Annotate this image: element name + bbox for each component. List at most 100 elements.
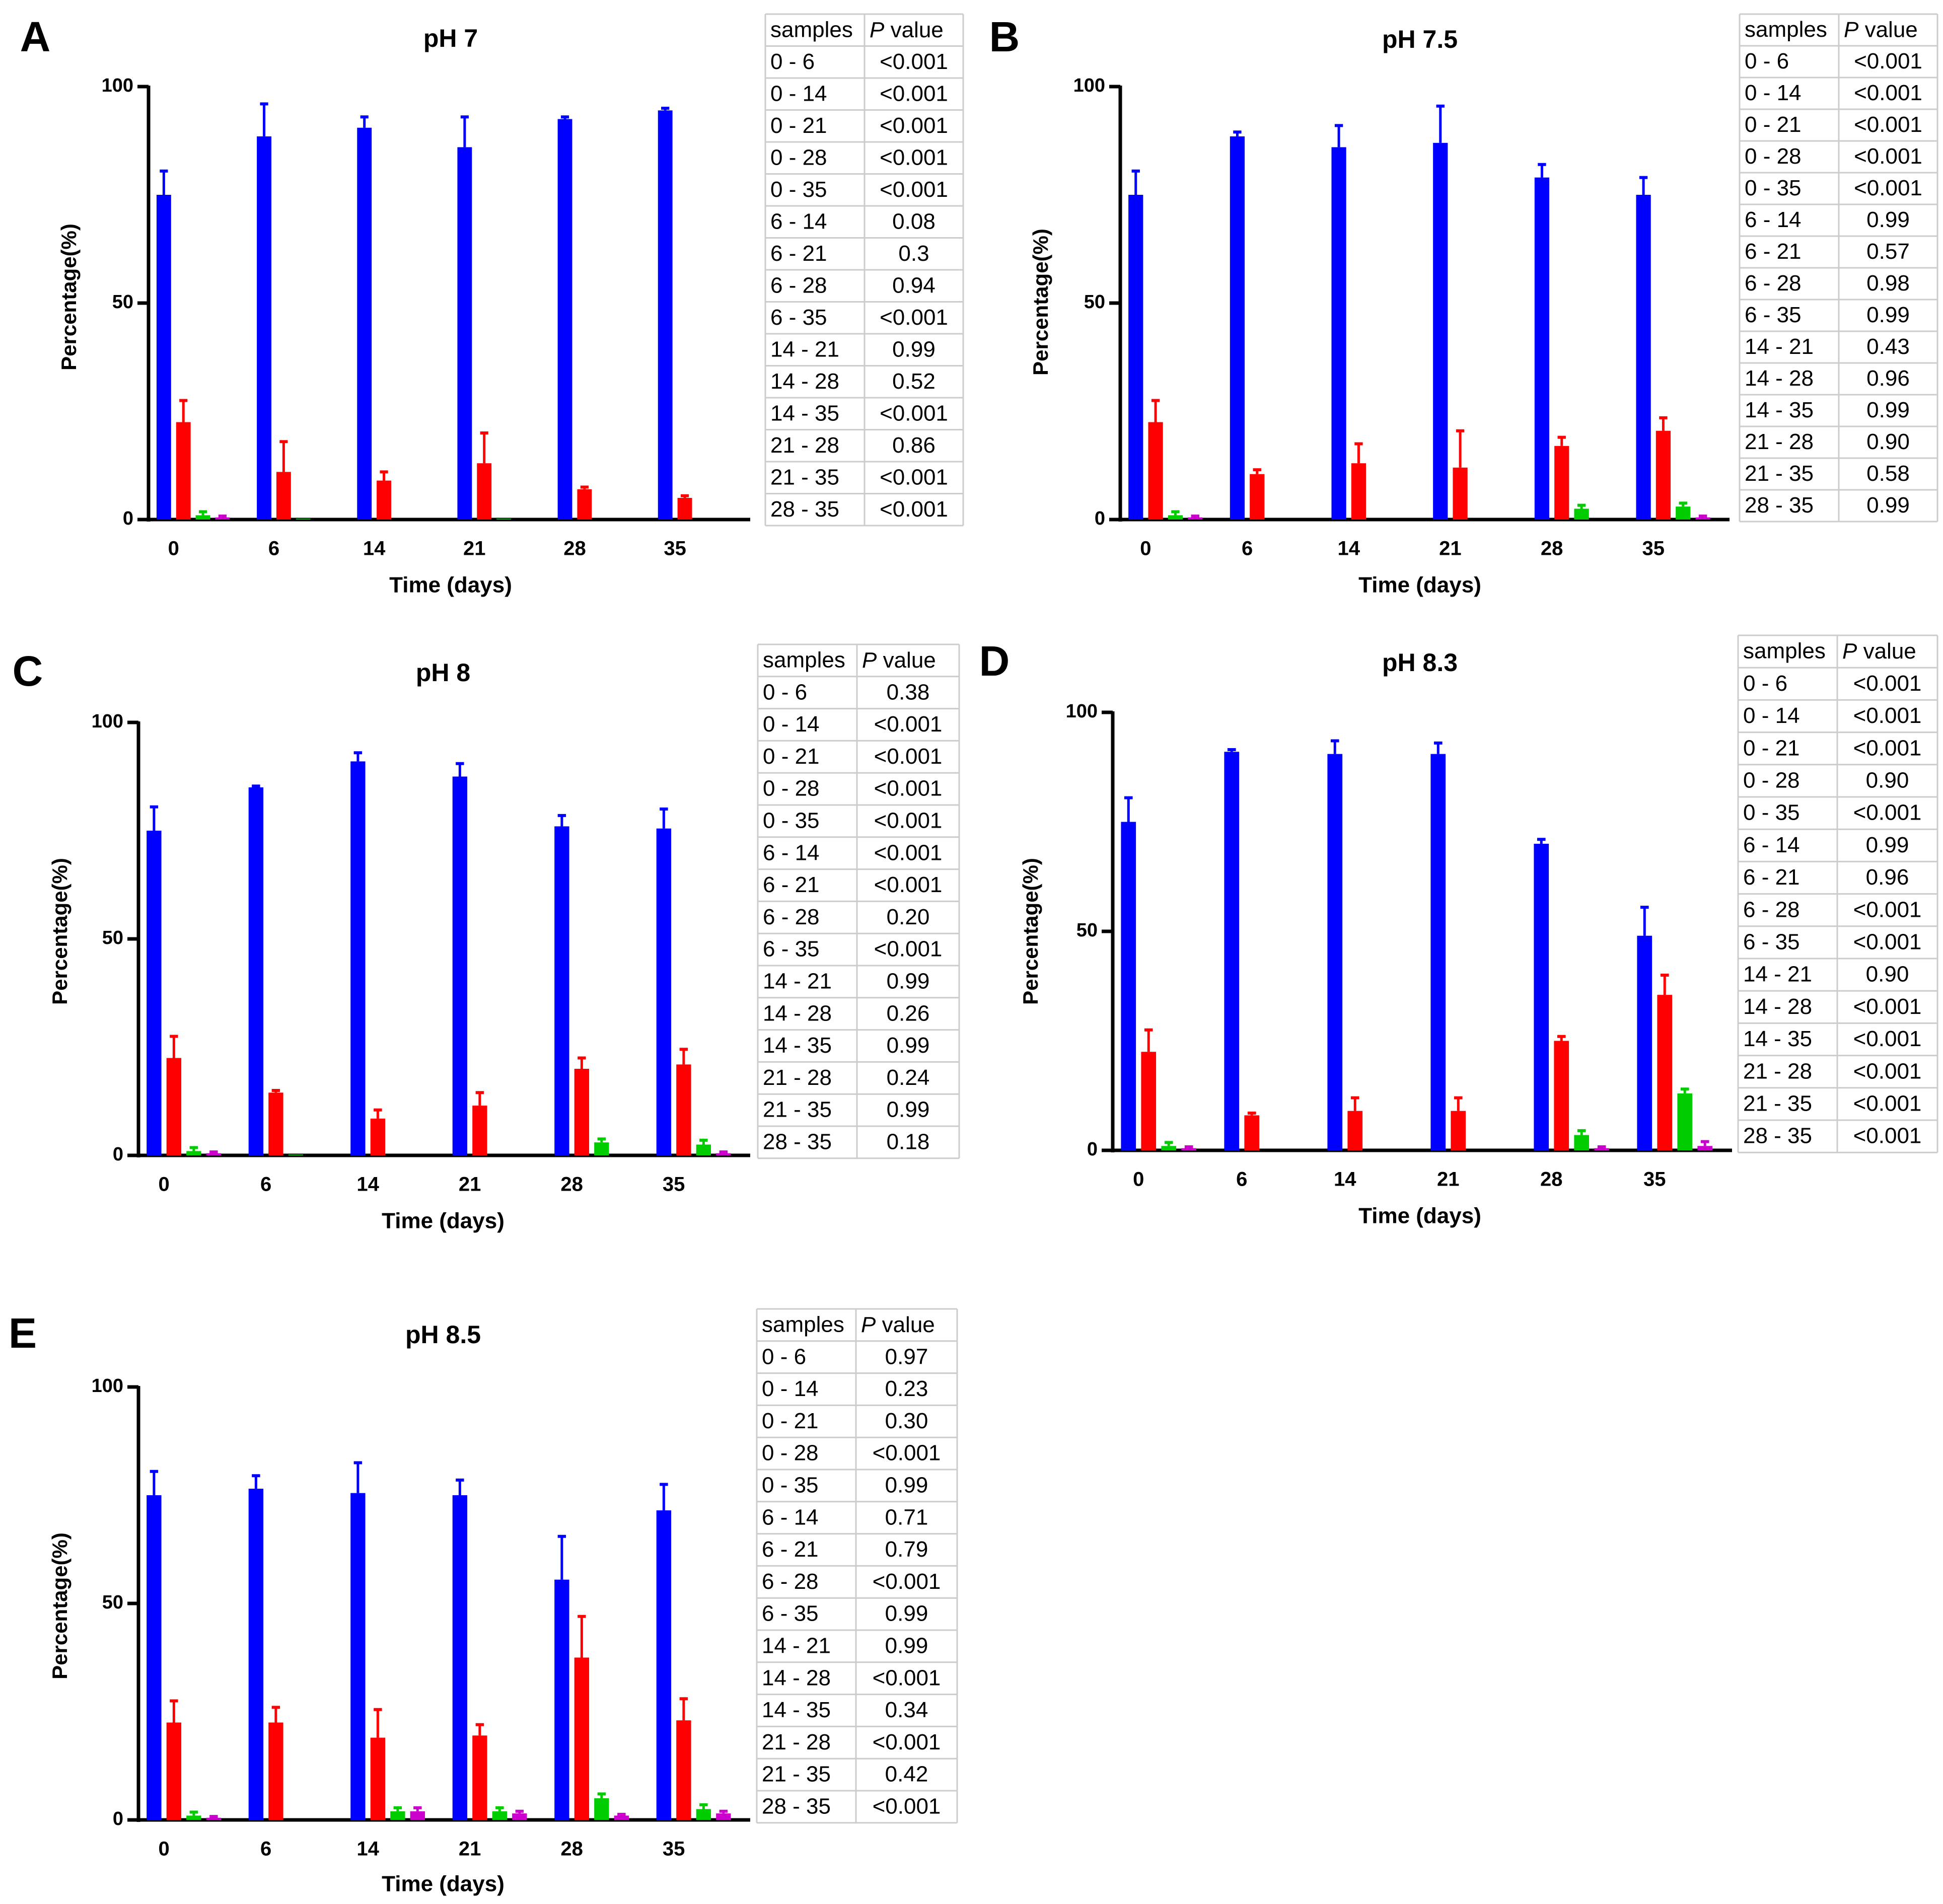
table-header-samples: samples bbox=[1745, 17, 1827, 42]
table-cell-pvalue: 0.99 bbox=[885, 1634, 928, 1658]
bar-series-1-14 bbox=[1331, 147, 1346, 520]
table-cell-pvalue: 0.42 bbox=[885, 1762, 928, 1787]
table-cell-pvalue: <0.001 bbox=[1853, 703, 1922, 728]
bar-series-4-28 bbox=[1594, 1148, 1610, 1150]
x-axis-label: Time (days) bbox=[382, 1209, 505, 1233]
table-cell-samples: 14 - 35 bbox=[1743, 1027, 1812, 1051]
table-cell-pvalue: <0.001 bbox=[1853, 1091, 1922, 1116]
table-cell-samples: 6 - 21 bbox=[1743, 865, 1800, 890]
bar-series-3-0 bbox=[1161, 1146, 1177, 1150]
table-cell-samples: 0 - 35 bbox=[763, 809, 820, 833]
y-tick-label: 0 bbox=[113, 1808, 123, 1829]
y-tick-label: 0 bbox=[123, 508, 133, 529]
y-axis-label: Percentage(%) bbox=[1029, 229, 1052, 376]
table-cell-samples: 0 - 21 bbox=[762, 1409, 819, 1433]
table-cell-samples: 6 - 21 bbox=[763, 872, 820, 897]
table-cell-samples: 0 - 6 bbox=[762, 1344, 806, 1369]
x-tick-label: 21 bbox=[1439, 538, 1462, 560]
y-tick-label: 50 bbox=[1084, 291, 1105, 313]
table-cell-samples: 0 - 14 bbox=[763, 712, 820, 737]
x-tick-label: 14 bbox=[1334, 1168, 1356, 1191]
table-cell-pvalue: <0.001 bbox=[873, 1794, 941, 1819]
x-tick-label: 21 bbox=[459, 1838, 481, 1860]
bar-series-2-6 bbox=[276, 472, 291, 520]
bar-series-4-35 bbox=[1695, 517, 1710, 520]
table-cell-samples: 0 - 14 bbox=[770, 81, 827, 106]
table-cell-samples: 0 - 21 bbox=[770, 113, 827, 138]
bar-series-1-0 bbox=[147, 831, 162, 1155]
table-cell-pvalue: <0.001 bbox=[1854, 176, 1922, 200]
bar-series-1-21 bbox=[457, 147, 472, 520]
bar-series-4-35 bbox=[716, 1153, 731, 1155]
table-cell-samples: 6 - 28 bbox=[763, 905, 820, 929]
y-tick-label: 100 bbox=[92, 711, 123, 732]
table-cell-pvalue: 0.57 bbox=[1866, 239, 1910, 264]
bar-series-1-6 bbox=[248, 787, 264, 1155]
bar-series-3-35 bbox=[696, 1144, 711, 1155]
bar-series-1-35 bbox=[658, 110, 673, 520]
y-tick-label: 100 bbox=[102, 75, 133, 96]
bar-series-1-21 bbox=[1430, 754, 1446, 1150]
table-cell-samples: 28 - 35 bbox=[1743, 1124, 1812, 1148]
table-cell-pvalue: <0.001 bbox=[873, 1665, 941, 1690]
bar-series-2-14 bbox=[377, 480, 391, 520]
table-cell-pvalue: 0.99 bbox=[1866, 207, 1910, 232]
table-cell-samples: 6 - 35 bbox=[1743, 930, 1800, 955]
table-cell-samples: 0 - 28 bbox=[762, 1441, 819, 1466]
table-cell-pvalue: 0.90 bbox=[1866, 962, 1909, 987]
chart-title: pH 8 bbox=[416, 658, 470, 687]
x-tick-label: 28 bbox=[1540, 1168, 1563, 1191]
bar-series-1-35 bbox=[656, 1510, 672, 1820]
table-cell-pvalue: 0.99 bbox=[885, 1601, 928, 1626]
table-cell-samples: 14 - 21 bbox=[762, 1634, 831, 1658]
table-header-p: P bbox=[1844, 17, 1859, 42]
bar-series-2-35 bbox=[677, 498, 692, 520]
table-cell-samples: 0 - 35 bbox=[762, 1473, 819, 1498]
table-cell-pvalue: 0.90 bbox=[1866, 429, 1910, 454]
bar-series-2-0 bbox=[166, 1058, 182, 1155]
pvalue-table: samples P value 0 - 6 <0.001 0 - 14 <0.001 0 -… bbox=[1739, 13, 1938, 523]
table-cell-pvalue: 0.34 bbox=[885, 1698, 928, 1722]
table-cell-samples: 28 - 35 bbox=[763, 1130, 832, 1154]
bar-series-2-21 bbox=[1453, 467, 1468, 520]
table-cell-samples: 21 - 35 bbox=[762, 1762, 831, 1787]
table-cell-samples: 21 - 35 bbox=[1743, 1091, 1812, 1116]
table-cell-samples: 6 - 21 bbox=[770, 241, 827, 266]
bar-series-1-14 bbox=[1327, 754, 1343, 1150]
bar-series-3-28 bbox=[594, 1798, 609, 1820]
x-tick-label: 14 bbox=[1338, 538, 1360, 560]
bar-series-4-0 bbox=[206, 1817, 222, 1820]
table-cell-pvalue: <0.001 bbox=[1853, 671, 1922, 696]
bar-series-3-0 bbox=[1168, 515, 1183, 520]
table-cell-samples: 0 - 6 bbox=[1745, 49, 1789, 74]
bar-series-3-28 bbox=[1574, 1135, 1590, 1150]
bar-series-2-6 bbox=[268, 1722, 283, 1820]
bar-series-3-21 bbox=[492, 1811, 508, 1820]
table-cell-pvalue: 0.18 bbox=[887, 1130, 930, 1154]
table-cell-samples: 0 - 14 bbox=[762, 1376, 819, 1401]
table-cell-samples: 6 - 14 bbox=[763, 840, 820, 865]
table-header-value: value bbox=[884, 17, 943, 42]
bar-series-2-21 bbox=[1451, 1111, 1466, 1150]
x-tick-label: 0 bbox=[168, 538, 179, 560]
table-cell-samples: 6 - 21 bbox=[762, 1537, 819, 1562]
bar-series-2-6 bbox=[1244, 1115, 1260, 1150]
y-tick-label: 0 bbox=[1087, 1139, 1098, 1160]
bar-series-2-35 bbox=[1656, 430, 1671, 520]
bar-series-3-28 bbox=[594, 1142, 609, 1155]
panel-letter: A bbox=[20, 13, 51, 60]
table-cell-samples: 6 - 28 bbox=[762, 1569, 819, 1594]
x-tick-label: 0 bbox=[1140, 538, 1151, 560]
table-cell-pvalue: 0.99 bbox=[887, 1033, 930, 1058]
table-cell-pvalue: <0.001 bbox=[880, 465, 948, 489]
table-cell-samples: 6 - 14 bbox=[1745, 207, 1802, 232]
bar-series-2-35 bbox=[676, 1720, 691, 1820]
table-cell-samples: 14 - 28 bbox=[770, 369, 839, 394]
x-tick-label: 6 bbox=[268, 538, 279, 560]
table-cell-samples: 14 - 28 bbox=[1743, 994, 1812, 1019]
table-cell-pvalue: <0.001 bbox=[874, 744, 943, 769]
table-cell-pvalue: <0.001 bbox=[1853, 897, 1922, 922]
table-cell-samples: 21 - 28 bbox=[1743, 1059, 1812, 1083]
y-axis-label: Percentage(%) bbox=[1019, 858, 1042, 1005]
